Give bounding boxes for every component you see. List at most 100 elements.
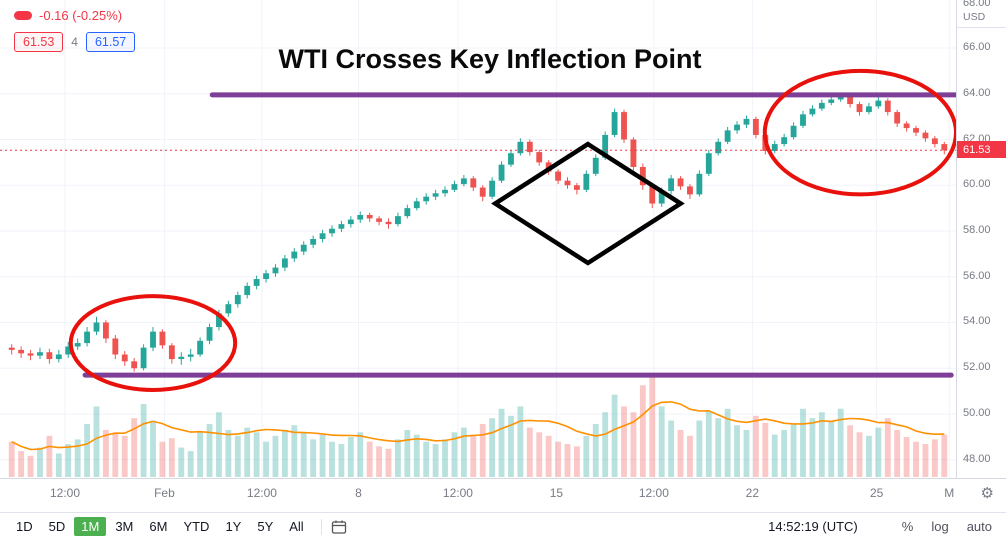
volume-bar [150, 420, 156, 477]
volume-bar [489, 418, 496, 477]
volume-bar [800, 408, 806, 477]
ask-price[interactable]: 61.57 [85, 32, 136, 52]
candle-body [752, 118, 759, 135]
volume-bar [517, 406, 524, 477]
volume-bar [752, 415, 759, 477]
volume-bar [291, 425, 298, 477]
volume-bar [913, 441, 919, 477]
candle-body [197, 340, 204, 355]
volume-bar [639, 385, 646, 477]
candle-body [724, 130, 731, 142]
upper-right-highlight[interactable] [762, 68, 956, 197]
gear-icon[interactable]: ⚙ [980, 485, 994, 502]
time-axis-label: M [944, 486, 955, 500]
last-price-tag: 61.53 [957, 141, 1006, 159]
candle-body [216, 313, 222, 328]
time-axis-label: 8 [355, 486, 362, 500]
range-button-5y[interactable]: 5Y [250, 517, 280, 536]
go-to-date-icon[interactable] [331, 519, 348, 535]
volume-bar [611, 394, 618, 477]
volume-bar [423, 441, 430, 477]
volume-bar [300, 432, 307, 477]
price-tick-label: 50.00 [963, 406, 991, 419]
range-button-3m[interactable]: 3M [108, 517, 140, 536]
candle-body [941, 144, 948, 151]
volume-bar [168, 438, 175, 477]
volume-bar [724, 408, 731, 477]
time-axis[interactable]: 12:00 Feb 12:00 8 12:00 15 12:00 22 25 M ⚙ [0, 478, 1006, 512]
volume-bar [74, 439, 81, 477]
price-chart-canvas[interactable] [0, 0, 956, 478]
candle-body [423, 196, 430, 202]
price-axis[interactable]: 68.00 USD 66.00 64.00 62.00 60.00 58.00 56.00… [956, 0, 1006, 478]
mid-consolidation-highlight[interactable] [491, 141, 685, 266]
candle-body [621, 112, 627, 140]
candle-body [84, 331, 90, 344]
change-indicator-icon [14, 11, 32, 20]
candle-body [894, 112, 901, 124]
log-scale-button[interactable]: log [931, 519, 949, 534]
percent-scale-button[interactable]: % [901, 519, 914, 534]
candle-body [27, 353, 34, 356]
price-tick-top: 68.00 [963, 0, 991, 9]
volume-bar [856, 432, 863, 477]
range-button-6m[interactable]: 6M [142, 517, 174, 536]
volume-bar [602, 412, 609, 477]
volume-bar [27, 455, 34, 477]
candle-body [65, 346, 72, 355]
candle-body [649, 185, 656, 204]
candle-body [37, 352, 43, 356]
candle-body [272, 267, 279, 274]
range-button-5d[interactable]: 5D [42, 517, 73, 536]
volume-bar [413, 434, 420, 477]
candle-body [828, 99, 835, 103]
candle-body [112, 338, 119, 355]
candle-body [55, 354, 62, 360]
candle-body [102, 322, 109, 339]
volume-bar [705, 411, 712, 477]
lower-left-highlight[interactable] [68, 294, 238, 392]
volume-bar [479, 424, 486, 477]
candle-body [404, 208, 411, 217]
candle-body [508, 153, 514, 165]
candle-body [668, 178, 675, 191]
volume-bar [178, 447, 185, 477]
volume-bar [272, 435, 279, 477]
price-tick-label: 58.00 [963, 223, 991, 236]
volume-bar [121, 435, 128, 477]
candle-body [347, 219, 354, 225]
candle-body [460, 178, 467, 185]
candle-body [225, 304, 232, 314]
candle-body [46, 352, 53, 360]
volume-bar [253, 432, 260, 477]
chart-plot-area[interactable]: -0.16 (-0.25%) 61.53 4 61.57 WTI Crosses… [0, 0, 956, 478]
range-button-ytd[interactable]: YTD [176, 517, 216, 536]
change-text: -0.16 (-0.25%) [39, 8, 123, 23]
candle-body [687, 186, 693, 195]
range-button-1m[interactable]: 1M [74, 517, 107, 536]
candle-body [818, 102, 825, 109]
volume-bar [357, 432, 364, 477]
candle-body [498, 164, 505, 181]
range-button-1d[interactable]: 1D [9, 517, 40, 536]
volume-bar [404, 429, 411, 477]
volume-bar [931, 439, 938, 477]
candle-body [8, 347, 15, 350]
range-button-1y[interactable]: 1Y [218, 517, 248, 536]
candle-body [18, 349, 25, 354]
time-axis-label: 25 [869, 486, 884, 500]
volume-bar [837, 408, 844, 477]
candle-body [244, 285, 251, 296]
spread-value: 4 [71, 35, 78, 49]
candle-body [931, 138, 938, 145]
auto-scale-button[interactable]: auto [966, 519, 992, 534]
range-button-all[interactable]: All [282, 517, 310, 536]
bid-price[interactable]: 61.53 [14, 32, 64, 52]
volume-bar [385, 448, 392, 477]
candle-body [903, 123, 910, 129]
candle-body [573, 185, 580, 190]
candle-body [658, 190, 665, 204]
volume-bar [875, 427, 882, 477]
quote-legend: -0.16 (-0.25%) 61.53 4 61.57 [14, 8, 136, 52]
candle-body [790, 125, 797, 138]
